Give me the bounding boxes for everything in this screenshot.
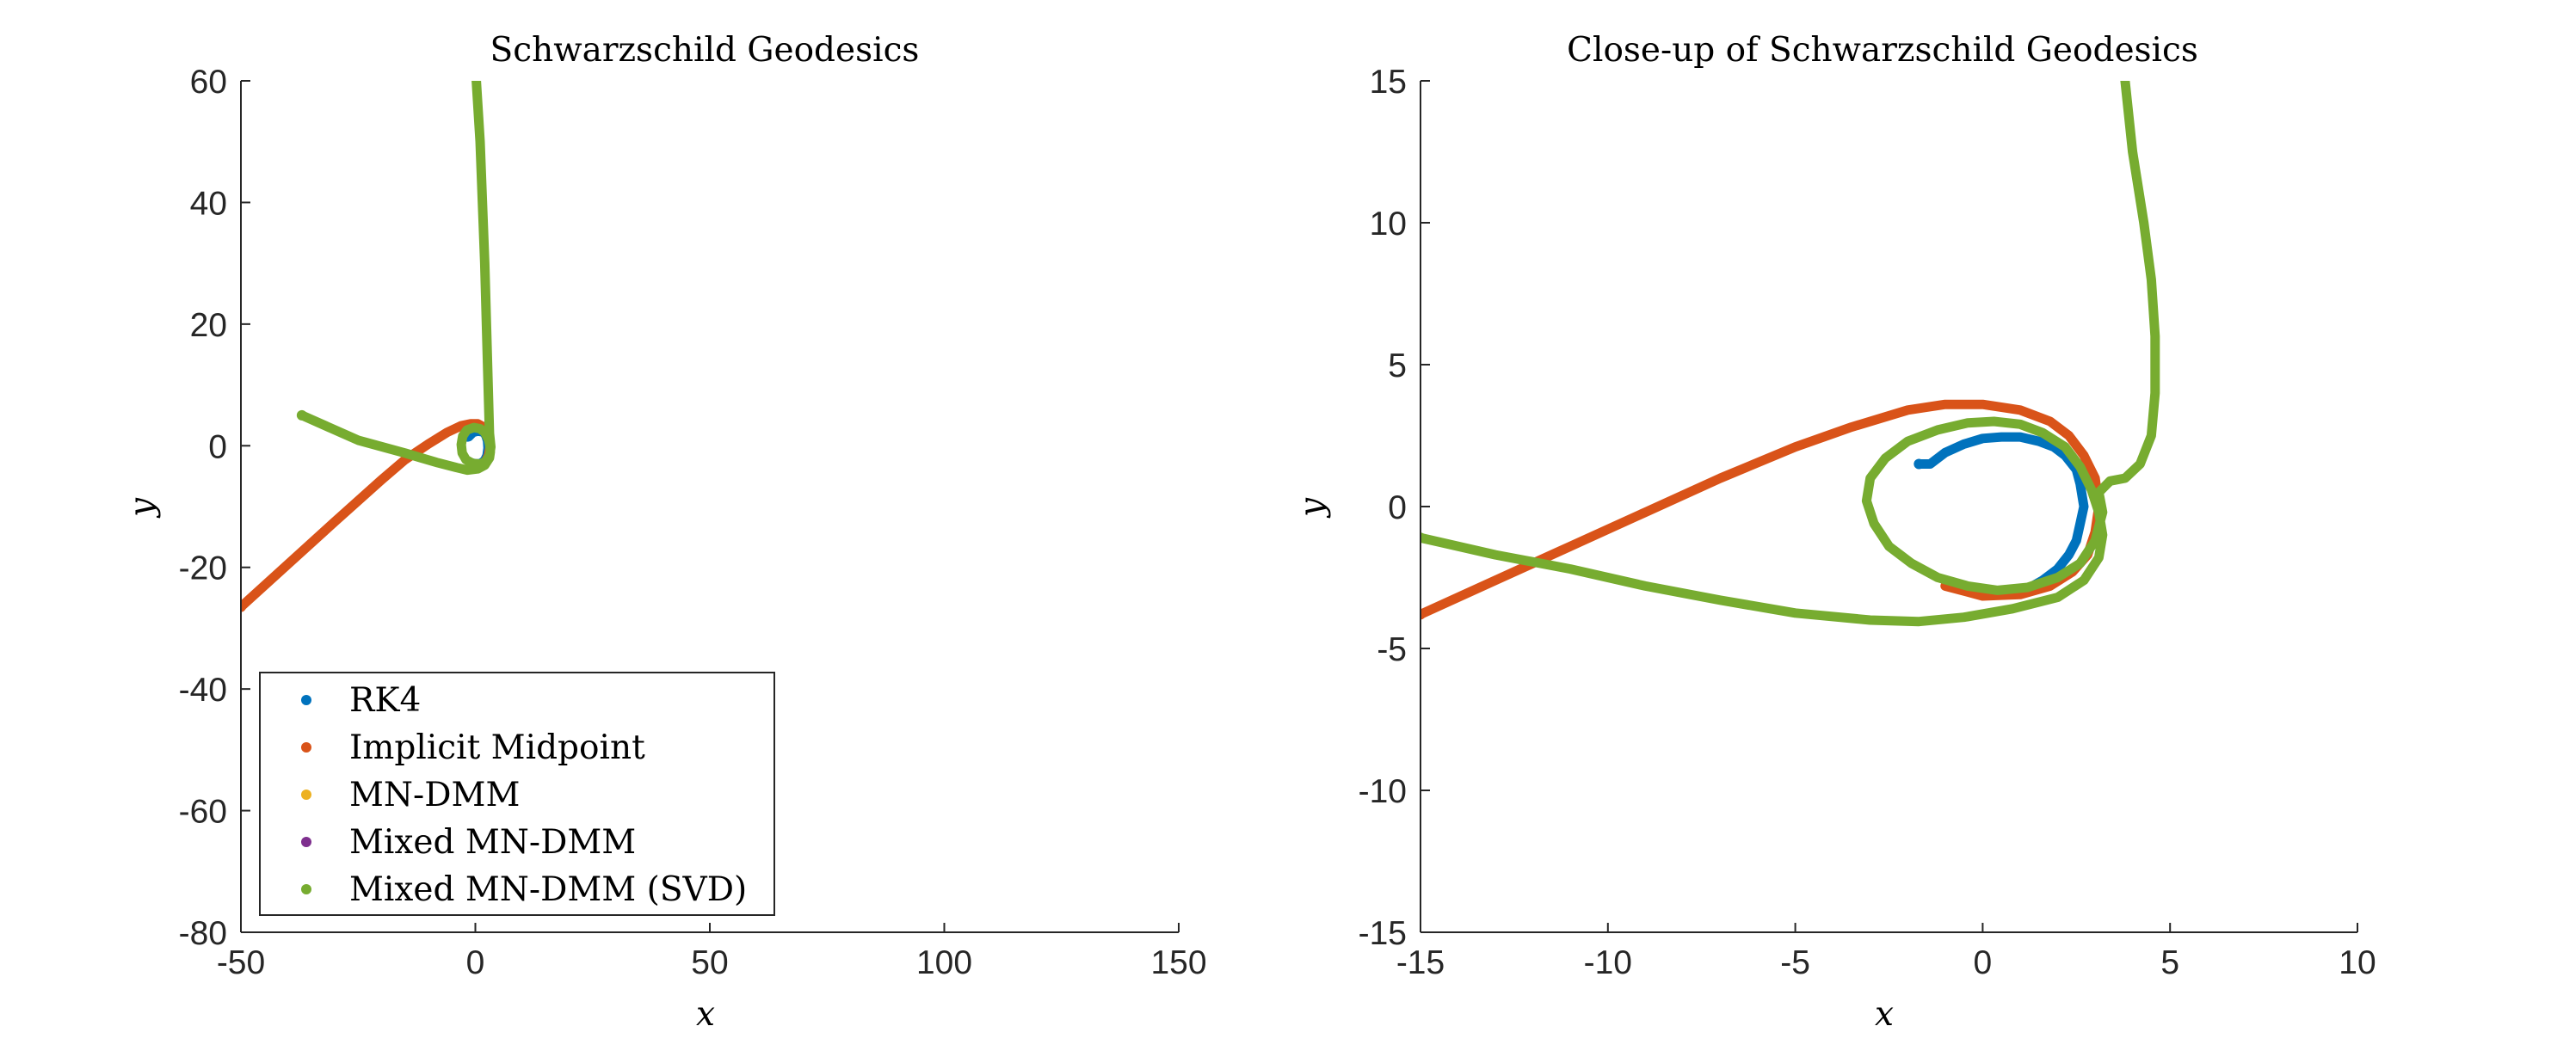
legend-entry-rk4: RK4 bbox=[301, 681, 421, 720]
x-tick-label: 50 bbox=[691, 944, 728, 981]
y-tick-label: -10 bbox=[1359, 773, 1407, 810]
axes: -50 0 50 100 150 -80 -60 -40 -20 0 20 40 60 bbox=[179, 64, 1207, 981]
chart-close-up-schwarzschild-geodesics: Close-up of Schwarzschild Geodesics -15-… bbox=[1293, 31, 2376, 1034]
y-tick-label: 60 bbox=[190, 64, 227, 101]
y-tick-label: 40 bbox=[190, 185, 227, 222]
series-start-point-implicit-midpoint bbox=[1420, 609, 1426, 620]
series-start-point-implicit-midpoint bbox=[241, 601, 246, 612]
legend-entry-mixed-mn-dmm-svd: Mixed MN-DMM (SVD) bbox=[301, 870, 747, 909]
x-tick-label: 0 bbox=[1974, 944, 1993, 981]
x-tick-label: 100 bbox=[916, 944, 972, 981]
y-tick-label: -15 bbox=[1359, 915, 1407, 952]
legend-marker bbox=[301, 884, 311, 894]
y-tick-label: -80 bbox=[179, 915, 227, 952]
x-tick-label: 150 bbox=[1150, 944, 1206, 981]
y-tick-label: 15 bbox=[1370, 64, 1407, 101]
series-line-mixed-mn-dmm-svd bbox=[1420, 81, 2160, 627]
legend-label: Mixed MN-DMM bbox=[349, 823, 636, 862]
y-tick-label: 5 bbox=[1388, 347, 1407, 384]
chart-title: Close-up of Schwarzschild Geodesics bbox=[1567, 31, 2198, 70]
x-tick-label: -10 bbox=[1584, 944, 1632, 981]
axes: -15 -10 -5 0 5 10 -15 -10 -5 0 5 10 15 bbox=[1359, 64, 2376, 981]
y-tick-label: 0 bbox=[208, 428, 227, 465]
x-axis-label: x bbox=[696, 995, 715, 1034]
legend-entry-mixed-mn-dmm: Mixed MN-DMM bbox=[301, 823, 636, 862]
y-axis-label: y bbox=[1293, 497, 1332, 519]
legend-label: Implicit Midpoint bbox=[349, 728, 645, 767]
y-tick-label: -60 bbox=[179, 794, 227, 831]
x-tick-label: 0 bbox=[466, 944, 485, 981]
legend-label: MN-DMM bbox=[349, 776, 520, 814]
y-tick-label: -5 bbox=[1377, 631, 1407, 668]
x-tick-label: 5 bbox=[2160, 944, 2179, 981]
series-start-point-rk4 bbox=[1914, 458, 1925, 470]
y-tick-label: 10 bbox=[1370, 206, 1407, 243]
x-tick-label: 10 bbox=[2339, 944, 2376, 981]
plot-area bbox=[1420, 81, 2160, 627]
y-axis-label: y bbox=[123, 497, 162, 519]
y-tick-label: -40 bbox=[179, 672, 227, 709]
series-line-mixed-mn-dmm-svd bbox=[297, 81, 496, 476]
legend-label: RK4 bbox=[349, 681, 421, 720]
y-tick-label: 20 bbox=[190, 307, 227, 344]
legend-label: Mixed MN-DMM (SVD) bbox=[349, 870, 747, 909]
y-tick-label: 0 bbox=[1388, 489, 1407, 526]
chart-schwarzschild-geodesics: Schwarzschild Geodesics -50 0 50 100 150-80-… bbox=[123, 31, 1207, 1034]
legend-marker bbox=[301, 837, 311, 847]
x-tick-label: -50 bbox=[217, 944, 265, 981]
legend-marker bbox=[301, 695, 311, 705]
series-start-point-mixed-mn-dmm-svd bbox=[296, 409, 307, 421]
legend: RK4 Implicit Midpoint MN-DMM Mixed MN-DM… bbox=[259, 672, 775, 916]
legend-marker bbox=[301, 790, 311, 800]
y-tick-label: -20 bbox=[179, 550, 227, 587]
x-axis-label: x bbox=[1875, 995, 1894, 1034]
chart-title: Schwarzschild Geodesics bbox=[490, 31, 920, 70]
series-start-point-mixed-mn-dmm-svd bbox=[1420, 532, 1426, 544]
x-tick-label: -15 bbox=[1396, 944, 1445, 981]
legend-entry-implicit-midpoint: Implicit Midpoint bbox=[301, 728, 645, 767]
legend-entry-mn-dmm: MN-DMM bbox=[301, 776, 520, 814]
legend-box bbox=[259, 672, 775, 916]
x-tick-label: -5 bbox=[1780, 944, 1810, 981]
legend-marker bbox=[301, 742, 311, 753]
plot-area bbox=[241, 81, 496, 612]
